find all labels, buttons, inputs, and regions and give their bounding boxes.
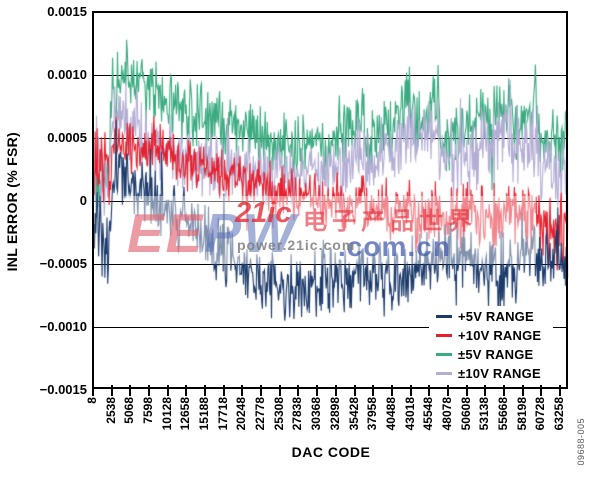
x-axis-tick	[241, 385, 244, 396]
legend-label: ±5V RANGE	[458, 347, 534, 362]
x-tick-label: 17718	[215, 397, 230, 431]
x-tick-label: 35428	[346, 397, 361, 431]
x-tick-label: 8	[85, 397, 99, 404]
x-axis-tick	[428, 385, 431, 396]
y-tick-label: −0.0010	[39, 319, 87, 334]
x-axis-tick	[390, 385, 393, 396]
x-axis-tick	[297, 385, 300, 396]
x-tick-label: 58198	[514, 397, 529, 431]
x-axis-tick	[204, 385, 207, 396]
x-axis-tick	[92, 385, 94, 396]
x-tick-label: 32898	[327, 397, 342, 431]
x-axis-tick	[558, 385, 561, 396]
legend-swatch	[436, 372, 452, 375]
x-tick-label: 63258	[551, 397, 566, 431]
x-tick-label: 22778	[253, 397, 268, 431]
x-tick-label: 43018	[402, 397, 417, 431]
y-tick-label: 0.0015	[47, 4, 87, 19]
legend-label: +5V RANGE	[458, 309, 534, 324]
x-tick-label: 45548	[421, 397, 436, 431]
x-axis-tick	[110, 385, 113, 396]
x-axis-tick	[316, 385, 319, 396]
legend-swatch	[436, 334, 452, 337]
legend-item: +10V RANGE	[436, 327, 553, 345]
x-axis-tick	[465, 385, 468, 396]
legend: +5V RANGE +10V RANGE ±5V RANGE ±10V RANGE	[429, 306, 553, 384]
x-axis-tick	[446, 385, 449, 396]
legend-swatch	[436, 315, 452, 318]
x-tick-label: 15188	[197, 397, 212, 431]
x-axis-tick	[502, 385, 505, 396]
x-axis-tick	[148, 385, 151, 396]
legend-swatch	[436, 353, 452, 356]
x-tick-label: 12658	[178, 397, 193, 431]
x-axis-title: DAC CODE	[291, 444, 371, 460]
x-axis-tick	[484, 385, 487, 396]
x-tick-label: 27838	[290, 397, 305, 431]
x-axis-tick	[260, 385, 263, 396]
x-tick-label: 5068	[122, 397, 137, 424]
x-tick-label: 53138	[477, 397, 492, 431]
y-tick-label: 0.0010	[47, 67, 87, 82]
x-axis-tick	[129, 385, 132, 396]
x-axis-tick	[334, 385, 337, 396]
y-tick-label: 0	[79, 193, 87, 208]
x-axis-tick	[372, 385, 375, 396]
x-tick-label: 7598	[141, 397, 156, 424]
x-tick-label: 30368	[309, 397, 324, 431]
y-axis-title: INL ERROR (% FSR)	[4, 132, 20, 272]
x-tick-label: 10128	[159, 397, 174, 431]
figure-number: 09688-005	[576, 418, 586, 466]
y-tick-label: −0.0015	[39, 382, 87, 397]
x-tick-label: 48078	[439, 397, 454, 431]
x-axis-tick	[185, 385, 188, 396]
x-tick-label: 20248	[234, 397, 249, 431]
legend-item: ±5V RANGE	[436, 346, 553, 364]
x-axis-tick	[278, 385, 281, 396]
x-tick-label: 25308	[271, 397, 286, 431]
x-axis-tick	[166, 385, 169, 396]
x-tick-label: 55668	[495, 397, 510, 431]
x-axis-tick	[353, 385, 356, 396]
x-tick-label: 37958	[365, 397, 380, 431]
x-tick-label: 40488	[383, 397, 398, 431]
y-tick-label: 0.0005	[47, 130, 87, 145]
x-tick-label: 50608	[458, 397, 473, 431]
x-tick-label: 60728	[533, 397, 548, 431]
legend-item: ±10V RANGE	[436, 365, 553, 383]
x-tick-label: 2538	[103, 397, 118, 424]
x-axis-tick	[222, 385, 225, 396]
y-tick-label: −0.0005	[39, 256, 87, 271]
legend-label: +10V RANGE	[458, 328, 542, 343]
x-axis-tick	[540, 385, 543, 396]
legend-label: ±10V RANGE	[458, 366, 541, 381]
legend-item: +5V RANGE	[436, 308, 553, 326]
x-axis-tick	[521, 385, 524, 396]
x-axis-tick	[409, 385, 412, 396]
